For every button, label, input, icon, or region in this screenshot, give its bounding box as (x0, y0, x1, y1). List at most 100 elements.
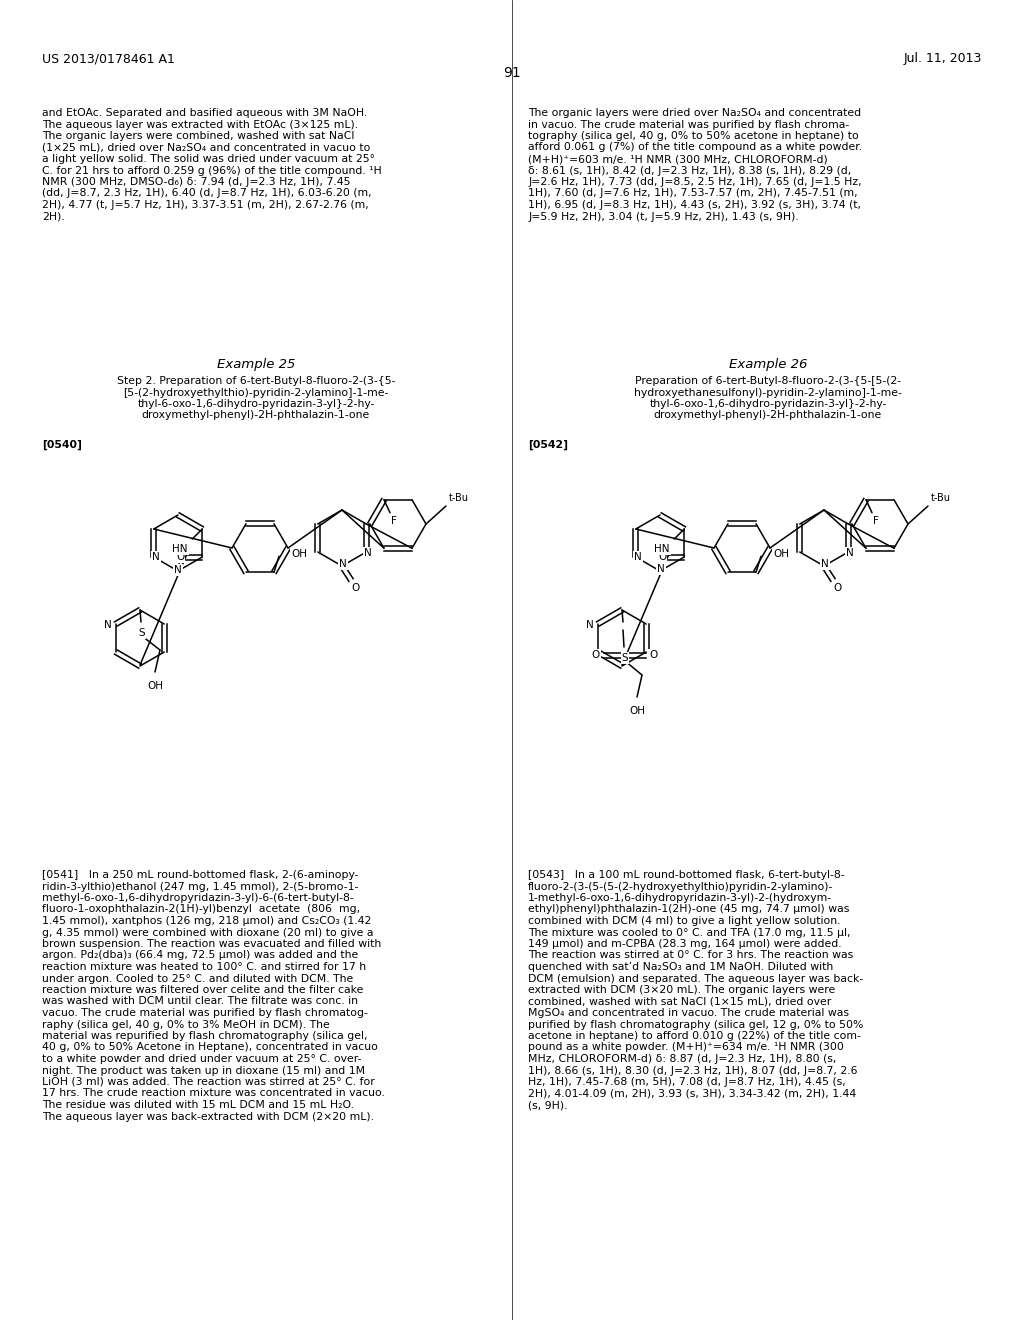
Text: N: N (634, 552, 642, 562)
Text: raphy (silica gel, 40 g, 0% to 3% MeOH in DCM). The: raphy (silica gel, 40 g, 0% to 3% MeOH i… (42, 1019, 330, 1030)
Text: 1.45 mmol), xantphos (126 mg, 218 μmol) and Cs₂CO₃ (1.42: 1.45 mmol), xantphos (126 mg, 218 μmol) … (42, 916, 372, 927)
Text: (1×25 mL), dried over Na₂SO₄ and concentrated in vacuo to: (1×25 mL), dried over Na₂SO₄ and concent… (42, 143, 371, 153)
Text: O: O (352, 583, 360, 593)
Text: quenched with sat’d Na₂SO₃ and 1M NaOH. Diluted with: quenched with sat’d Na₂SO₃ and 1M NaOH. … (528, 962, 834, 972)
Text: F: F (873, 516, 879, 525)
Text: fluoro-2-(3-(5-(5-(2-hydroxyethylthio)pyridin-2-ylamino)-: fluoro-2-(3-(5-(5-(2-hydroxyethylthio)py… (528, 882, 834, 891)
Text: N: N (339, 558, 347, 569)
Text: C. for 21 hrs to afford 0.259 g (96%) of the title compound. ¹H: C. for 21 hrs to afford 0.259 g (96%) of… (42, 165, 382, 176)
Text: N: N (104, 620, 112, 630)
Text: pound as a white powder. (M+H)⁺=634 m/e. ¹H NMR (300: pound as a white powder. (M+H)⁺=634 m/e.… (528, 1043, 844, 1052)
Text: fluoro-1-oxophthalazin-2(1H)-yl)benzyl  acetate  (806  mg,: fluoro-1-oxophthalazin-2(1H)-yl)benzyl a… (42, 904, 360, 915)
Text: argon. Pd₂(dba)₃ (66.4 mg, 72.5 μmol) was added and the: argon. Pd₂(dba)₃ (66.4 mg, 72.5 μmol) wa… (42, 950, 358, 961)
Text: in vacuo. The crude material was purified by flash chroma-: in vacuo. The crude material was purifie… (528, 120, 849, 129)
Text: US 2013/0178461 A1: US 2013/0178461 A1 (42, 51, 175, 65)
Text: t-Bu: t-Bu (931, 492, 951, 503)
Text: Hz, 1H), 7.45-7.68 (m, 5H), 7.08 (d, J=8.7 Hz, 1H), 4.45 (s,: Hz, 1H), 7.45-7.68 (m, 5H), 7.08 (d, J=8… (528, 1077, 846, 1086)
Text: hydroxyethanesulfonyl)-pyridin-2-ylamino]-1-me-: hydroxyethanesulfonyl)-pyridin-2-ylamino… (634, 388, 902, 397)
Text: [0543]   In a 100 mL round-bottomed flask, 6-tert-butyl-8-: [0543] In a 100 mL round-bottomed flask,… (528, 870, 845, 880)
Text: 91: 91 (503, 66, 521, 81)
Text: O: O (834, 583, 842, 593)
Text: [0541]   In a 250 mL round-bottomed flask, 2-(6-aminopy-: [0541] In a 250 mL round-bottomed flask,… (42, 870, 358, 880)
Text: t-Bu: t-Bu (449, 492, 469, 503)
Text: g, 4.35 mmol) were combined with dioxane (20 ml) to give a: g, 4.35 mmol) were combined with dioxane… (42, 928, 374, 937)
Text: The reaction was stirred at 0° C. for 3 hrs. The reaction was: The reaction was stirred at 0° C. for 3 … (528, 950, 853, 961)
Text: thyl-6-oxo-1,6-dihydro-pyridazin-3-yl}-2-hy-: thyl-6-oxo-1,6-dihydro-pyridazin-3-yl}-2… (649, 399, 887, 409)
Text: extracted with DCM (3×20 mL). The organic layers were: extracted with DCM (3×20 mL). The organi… (528, 985, 836, 995)
Text: tography (silica gel, 40 g, 0% to 50% acetone in heptane) to: tography (silica gel, 40 g, 0% to 50% ac… (528, 131, 859, 141)
Text: reaction mixture was heated to 100° C. and stirred for 17 h: reaction mixture was heated to 100° C. a… (42, 962, 367, 972)
Text: 2H).: 2H). (42, 211, 65, 222)
Text: δ: 8.61 (s, 1H), 8.42 (d, J=2.3 Hz, 1H), 8.38 (s, 1H), 8.29 (d,: δ: 8.61 (s, 1H), 8.42 (d, J=2.3 Hz, 1H),… (528, 165, 851, 176)
Text: S: S (138, 628, 145, 638)
Text: OH: OH (773, 549, 790, 560)
Text: combined with DCM (4 ml) to give a light yellow solution.: combined with DCM (4 ml) to give a light… (528, 916, 841, 927)
Text: 149 μmol) and m-CPBA (28.3 mg, 164 μmol) were added.: 149 μmol) and m-CPBA (28.3 mg, 164 μmol)… (528, 939, 842, 949)
Text: and EtOAc. Separated and basified aqueous with 3M NaOH.: and EtOAc. Separated and basified aqueou… (42, 108, 368, 117)
Text: F: F (391, 516, 397, 525)
Text: OH: OH (147, 681, 163, 690)
Text: 2H), 4.01-4.09 (m, 2H), 3.93 (s, 3H), 3.34-3.42 (m, 2H), 1.44: 2H), 4.01-4.09 (m, 2H), 3.93 (s, 3H), 3.… (528, 1089, 856, 1098)
Text: combined, washed with sat NaCl (1×15 mL), dried over: combined, washed with sat NaCl (1×15 mL)… (528, 997, 831, 1006)
Text: reaction mixture was filtered over celite and the filter cake: reaction mixture was filtered over celit… (42, 985, 364, 995)
Text: [5-(2-hydroxyethylthio)-pyridin-2-ylamino]-1-me-: [5-(2-hydroxyethylthio)-pyridin-2-ylamin… (123, 388, 389, 397)
Text: Example 25: Example 25 (217, 358, 295, 371)
Text: N: N (365, 548, 372, 558)
Text: methyl-6-oxo-1,6-dihydropyridazin-3-yl)-6-(6-tert-butyl-8-: methyl-6-oxo-1,6-dihydropyridazin-3-yl)-… (42, 894, 353, 903)
Text: N: N (586, 620, 594, 630)
Text: J=5.9 Hz, 2H), 3.04 (t, J=5.9 Hz, 2H), 1.43 (s, 9H).: J=5.9 Hz, 2H), 3.04 (t, J=5.9 Hz, 2H), 1… (528, 211, 799, 222)
Text: thyl-6-oxo-1,6-dihydro-pyridazin-3-yl}-2-hy-: thyl-6-oxo-1,6-dihydro-pyridazin-3-yl}-2… (137, 399, 375, 409)
Text: Example 26: Example 26 (729, 358, 807, 371)
Text: vacuo. The crude material was purified by flash chromatog-: vacuo. The crude material was purified b… (42, 1008, 368, 1018)
Text: 40 g, 0% to 50% Acetone in Heptane), concentrated in vacuo: 40 g, 0% to 50% Acetone in Heptane), con… (42, 1043, 378, 1052)
Text: Preparation of 6-tert-Butyl-8-fluoro-2-(3-{5-[5-(2-: Preparation of 6-tert-Butyl-8-fluoro-2-(… (635, 376, 901, 385)
Text: OH: OH (291, 549, 307, 560)
Text: 1H), 7.60 (d, J=7.6 Hz, 1H), 7.53-7.57 (m, 2H), 7.45-7.51 (m,: 1H), 7.60 (d, J=7.6 Hz, 1H), 7.53-7.57 (… (528, 189, 858, 198)
Text: ethyl)phenyl)phthalazin-1(2H)-one (45 mg, 74.7 μmol) was: ethyl)phenyl)phthalazin-1(2H)-one (45 mg… (528, 904, 849, 915)
Text: N: N (152, 552, 160, 562)
Text: [0540]: [0540] (42, 440, 82, 450)
Text: a light yellow solid. The solid was dried under vacuum at 25°: a light yellow solid. The solid was drie… (42, 154, 375, 164)
Text: under argon. Cooled to 25° C. and diluted with DCM. The: under argon. Cooled to 25° C. and dilute… (42, 974, 353, 983)
Text: Step 2. Preparation of 6-tert-Butyl-8-fluoro-2-(3-{5-: Step 2. Preparation of 6-tert-Butyl-8-fl… (117, 376, 395, 385)
Text: N: N (821, 558, 828, 569)
Text: afford 0.061 g (7%) of the title compound as a white powder.: afford 0.061 g (7%) of the title compoun… (528, 143, 862, 153)
Text: OH: OH (629, 706, 645, 715)
Text: HN: HN (172, 544, 188, 554)
Text: droxymethyl-phenyl)-2H-phthalazin-1-one: droxymethyl-phenyl)-2H-phthalazin-1-one (142, 411, 370, 421)
Text: NMR (300 MHz, DMSO-d₆) δ: 7.94 (d, J=2.3 Hz, 1H), 7.45: NMR (300 MHz, DMSO-d₆) δ: 7.94 (d, J=2.3… (42, 177, 350, 187)
Text: [0542]: [0542] (528, 440, 568, 450)
Text: was washed with DCM until clear. The filtrate was conc. in: was washed with DCM until clear. The fil… (42, 997, 358, 1006)
Text: material was repurified by flash chromatography (silica gel,: material was repurified by flash chromat… (42, 1031, 368, 1041)
Text: purified by flash chromatography (silica gel, 12 g, 0% to 50%: purified by flash chromatography (silica… (528, 1019, 863, 1030)
Text: The aqueous layer was back-extracted with DCM (2×20 mL).: The aqueous layer was back-extracted wit… (42, 1111, 374, 1122)
Text: The organic layers were combined, washed with sat NaCl: The organic layers were combined, washed… (42, 131, 354, 141)
Text: The organic layers were dried over Na₂SO₄ and concentrated: The organic layers were dried over Na₂SO… (528, 108, 861, 117)
Text: (M+H)⁺=603 m/e. ¹H NMR (300 MHz, CHLOROFORM-d): (M+H)⁺=603 m/e. ¹H NMR (300 MHz, CHLOROF… (528, 154, 827, 164)
Text: N: N (657, 564, 665, 574)
Text: 1H), 6.95 (d, J=8.3 Hz, 1H), 4.43 (s, 2H), 3.92 (s, 3H), 3.74 (t,: 1H), 6.95 (d, J=8.3 Hz, 1H), 4.43 (s, 2H… (528, 201, 861, 210)
Text: O: O (176, 552, 184, 562)
Text: O: O (658, 552, 667, 562)
Text: MgSO₄ and concentrated in vacuo. The crude material was: MgSO₄ and concentrated in vacuo. The cru… (528, 1008, 849, 1018)
Text: ridin-3-ylthio)ethanol (247 mg, 1.45 mmol), 2-(5-bromo-1-: ridin-3-ylthio)ethanol (247 mg, 1.45 mmo… (42, 882, 358, 891)
Text: droxymethyl-phenyl)-2H-phthalazin-1-one: droxymethyl-phenyl)-2H-phthalazin-1-one (654, 411, 882, 421)
Text: (dd, J=8.7, 2.3 Hz, 1H), 6.40 (d, J=8.7 Hz, 1H), 6.03-6.20 (m,: (dd, J=8.7, 2.3 Hz, 1H), 6.40 (d, J=8.7 … (42, 189, 372, 198)
Text: N: N (847, 548, 854, 558)
Text: DCM (emulsion) and separated. The aqueous layer was back-: DCM (emulsion) and separated. The aqueou… (528, 974, 863, 983)
Text: night. The product was taken up in dioxane (15 ml) and 1M: night. The product was taken up in dioxa… (42, 1065, 366, 1076)
Text: MHz, CHLOROFORM-d) δ: 8.87 (d, J=2.3 Hz, 1H), 8.80 (s,: MHz, CHLOROFORM-d) δ: 8.87 (d, J=2.3 Hz,… (528, 1053, 837, 1064)
Text: S: S (622, 653, 629, 663)
Text: 1-methyl-6-oxo-1,6-dihydropyridazin-3-yl)-2-(hydroxym-: 1-methyl-6-oxo-1,6-dihydropyridazin-3-yl… (528, 894, 833, 903)
Text: Jul. 11, 2013: Jul. 11, 2013 (903, 51, 982, 65)
Text: O: O (649, 649, 657, 660)
Text: 2H), 4.77 (t, J=5.7 Hz, 1H), 3.37-3.51 (m, 2H), 2.67-2.76 (m,: 2H), 4.77 (t, J=5.7 Hz, 1H), 3.37-3.51 (… (42, 201, 369, 210)
Text: brown suspension. The reaction was evacuated and filled with: brown suspension. The reaction was evacu… (42, 939, 381, 949)
Text: (s, 9H).: (s, 9H). (528, 1100, 567, 1110)
Text: The residue was diluted with 15 mL DCM and 15 mL H₂O.: The residue was diluted with 15 mL DCM a… (42, 1100, 354, 1110)
Text: 17 hrs. The crude reaction mixture was concentrated in vacuo.: 17 hrs. The crude reaction mixture was c… (42, 1089, 385, 1098)
Text: HN: HN (654, 544, 670, 554)
Text: 1H), 8.66 (s, 1H), 8.30 (d, J=2.3 Hz, 1H), 8.07 (dd, J=8.7, 2.6: 1H), 8.66 (s, 1H), 8.30 (d, J=2.3 Hz, 1H… (528, 1065, 857, 1076)
Text: O: O (592, 649, 600, 660)
Text: acetone in heptane) to afford 0.010 g (22%) of the title com-: acetone in heptane) to afford 0.010 g (2… (528, 1031, 861, 1041)
